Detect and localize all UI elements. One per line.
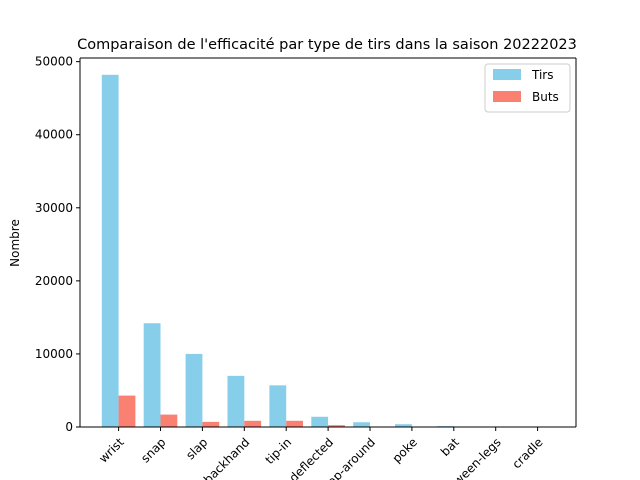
legend-swatch-tirs	[493, 69, 521, 80]
bar-buts-backhand	[244, 420, 262, 427]
legend-label-buts: Buts	[532, 90, 559, 104]
y-tick-label: 30000	[35, 201, 73, 215]
x-tick-label: poke	[390, 435, 420, 465]
x-tick-label: cradle	[509, 435, 545, 471]
y-axis-label: Nombre	[8, 219, 22, 267]
y-tick-label: 10000	[35, 347, 73, 361]
y-tick-label: 50000	[35, 55, 73, 69]
bar-tirs-snap	[143, 323, 161, 427]
x-tick-label: tip-in	[262, 435, 294, 467]
bar-buts-wrist	[118, 395, 136, 427]
y-tick-label: 40000	[35, 128, 73, 142]
bar-tirs-backhand	[227, 375, 245, 427]
y-tick-label: 20000	[35, 274, 73, 288]
x-tick-label: backhand	[201, 435, 252, 480]
bar-tirs-wrap-around	[353, 422, 370, 427]
bar-tirs-deflected	[311, 416, 329, 427]
bar-tirs-wrist	[101, 74, 119, 427]
bar-tirs-slap	[185, 353, 203, 427]
x-tick-label: snap	[138, 435, 168, 465]
x-tick-label: bat	[438, 435, 462, 459]
bar-tirs-tip-in	[269, 385, 287, 427]
y-ticks-group: 0 10000 20000 30000 40000 50000	[35, 55, 80, 434]
legend: Tirs Buts	[484, 63, 571, 113]
y-tick-label: 0	[65, 420, 73, 434]
bar-buts-snap	[160, 414, 178, 427]
legend-swatch-buts	[493, 91, 521, 102]
x-tick-label: wrist	[96, 435, 127, 466]
bar-buts-deflected	[328, 425, 345, 427]
chart-title: Comparaison de l'efficacité par type de …	[77, 37, 577, 53]
bar-buts-slap	[202, 421, 220, 427]
bar-buts-tip-in	[286, 420, 303, 427]
legend-label-tirs: Tirs	[531, 68, 553, 82]
bars-group	[101, 74, 555, 427]
bar-tirs-poke	[395, 424, 412, 427]
x-tick-label: slap	[183, 435, 210, 462]
